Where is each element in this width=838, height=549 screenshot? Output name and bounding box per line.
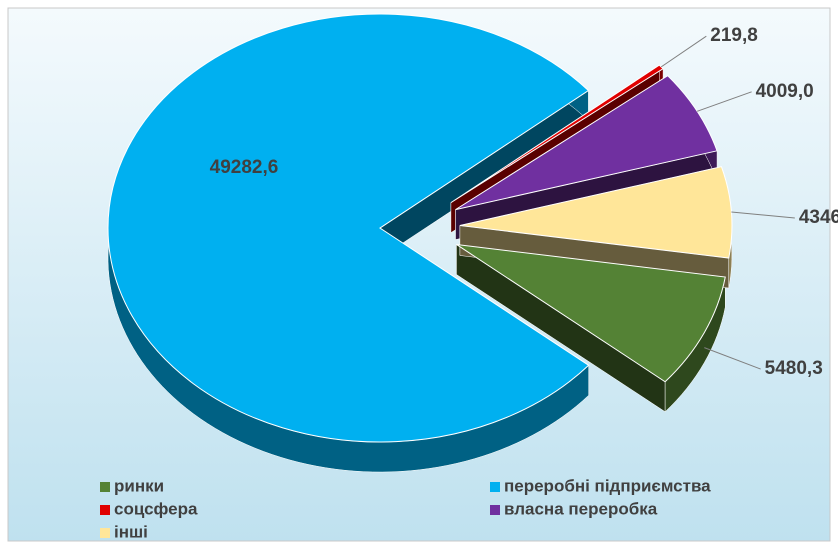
legend-swatch: [490, 482, 500, 492]
legend-label: ринки: [114, 476, 164, 495]
slice: [456, 243, 726, 383]
legend-swatch: [100, 528, 110, 538]
leader-line: [696, 91, 752, 112]
value-label: 4346,4: [799, 207, 838, 228]
pie-tops: [107, 13, 733, 443]
legend-swatch: [100, 482, 110, 492]
legend-label: власна переробка: [504, 499, 658, 518]
legend-label: соцсфера: [114, 499, 198, 518]
slice: [107, 13, 590, 443]
legend-swatch: [100, 505, 110, 515]
leader-line: [731, 211, 795, 219]
slice: [450, 64, 664, 204]
legend-swatch: [490, 505, 500, 515]
value-label: 219,8: [710, 25, 758, 46]
value-label: 4009,0: [756, 81, 814, 102]
value-label: 5480,3: [765, 358, 823, 379]
leader-line: [704, 347, 761, 370]
value-labels: 5480,3 49282,6 219,8 4009,0 4346,4: [210, 25, 838, 379]
legend-label: інші: [114, 522, 148, 541]
leader-line: [660, 35, 707, 68]
value-label: 49282,6: [210, 157, 279, 178]
legend: ринки переробні підприємства соцсфера власн…: [100, 476, 711, 541]
slice: [459, 166, 733, 259]
legend-label: переробні підприємства: [504, 476, 711, 495]
